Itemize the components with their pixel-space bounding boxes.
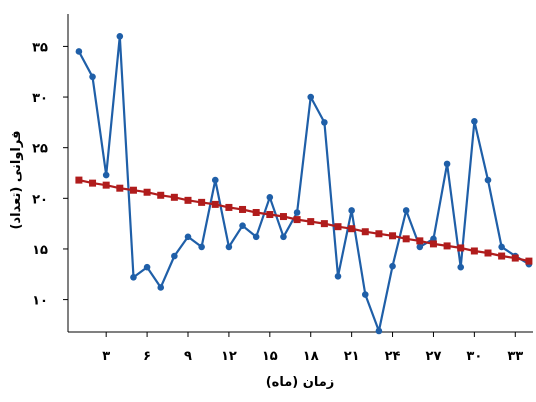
- x-axis-title: زمان (ماه): [266, 375, 335, 390]
- data-point: [511, 254, 519, 262]
- data-point: [457, 244, 465, 252]
- data-point: [470, 247, 478, 255]
- data-point: [361, 291, 369, 298]
- data-point: [389, 262, 396, 270]
- data-point: [416, 243, 424, 251]
- y-tick-label: ۱۵: [32, 243, 48, 258]
- data-point: [211, 176, 219, 184]
- x-tick-label: ۲۷: [426, 349, 442, 364]
- data-point: [348, 225, 356, 233]
- data-point: [321, 119, 328, 126]
- data-point: [293, 216, 301, 224]
- data-point: [525, 257, 533, 265]
- data-point: [429, 240, 437, 248]
- data-point: [239, 222, 246, 229]
- data-point: [498, 252, 506, 260]
- data-point: [402, 207, 410, 214]
- x-tick-label: ۲۱: [344, 349, 360, 364]
- data-point: [348, 207, 355, 214]
- x-tick-label: ۱۸: [303, 349, 319, 364]
- axes: [67, 14, 533, 333]
- data-point: [143, 188, 151, 196]
- data-point: [498, 243, 505, 251]
- y-tick-label: ۱۰: [32, 294, 48, 309]
- data-point: [266, 211, 274, 219]
- data-point: [389, 232, 397, 240]
- data-point: [361, 228, 369, 236]
- data-point: [334, 272, 342, 280]
- data-point: [334, 223, 342, 231]
- data-point: [89, 179, 97, 187]
- data-point: [102, 181, 110, 189]
- data-point: [239, 205, 247, 213]
- data-point: [157, 284, 165, 291]
- data-point: [375, 327, 383, 335]
- x-tick-label: ۳۰: [466, 349, 482, 364]
- x-tick-label: ۲۴: [385, 349, 401, 364]
- data-point: [279, 213, 287, 221]
- data-point: [402, 235, 410, 243]
- data-point: [320, 220, 328, 228]
- y-tick-label: ۲۵: [32, 142, 48, 157]
- data-point: [102, 171, 110, 179]
- tick-labels: ۱۰ ۱۵ ۲۰ ۲۵ ۳۰ ۳۵ ۳ ۶ ۹ ۱۲ ۱۵ ۱۸ ۲۱ ۲۴ ۲۷ ۳۰ ۳۳: [32, 40, 523, 364]
- series-2: [75, 176, 533, 265]
- data-point: [211, 200, 219, 208]
- x-tick-label: ۱۲: [221, 349, 237, 364]
- data-point: [307, 218, 315, 226]
- data-point: [484, 176, 492, 184]
- data-point: [443, 160, 451, 168]
- data-point: [225, 243, 233, 251]
- data-point: [75, 176, 83, 184]
- data-point: [266, 194, 274, 201]
- data-point: [293, 209, 301, 216]
- y-tick-label: ۳۰: [32, 91, 48, 106]
- data-point: [170, 193, 178, 201]
- data-point: [484, 249, 492, 257]
- data-point: [280, 233, 287, 241]
- data-point: [157, 191, 165, 199]
- data-point: [198, 243, 205, 251]
- y-tick-label: ۲۰: [32, 192, 48, 207]
- data-point: [307, 93, 315, 101]
- data-point: [129, 186, 137, 194]
- x-tick-label: ۳: [102, 349, 110, 364]
- series-line: [77, 35, 530, 333]
- data-point: [375, 230, 383, 238]
- y-tick-label: ۳۵: [32, 40, 48, 55]
- y-axis-title: فراوانی (تعداد): [9, 131, 24, 230]
- data-point: [75, 48, 83, 55]
- x-tick-label: ۶: [143, 349, 151, 364]
- x-tick-label: ۹: [184, 349, 192, 364]
- data-point: [89, 73, 96, 81]
- data-point: [252, 208, 260, 216]
- data-point: [143, 263, 151, 271]
- data-point: [252, 233, 260, 241]
- data-point: [116, 32, 124, 40]
- data-point: [225, 203, 233, 211]
- series-line: [78, 179, 530, 263]
- x-tick-label: ۱۵: [262, 349, 278, 364]
- data-point: [198, 198, 206, 206]
- data-point: [184, 196, 192, 204]
- x-tick-label: ۳۳: [507, 349, 523, 364]
- data-point: [457, 263, 465, 271]
- data-point: [184, 233, 192, 241]
- data-point: [116, 184, 124, 192]
- data-point: [171, 252, 178, 260]
- series-group: [75, 32, 533, 335]
- data-point: [443, 242, 451, 250]
- data-point: [130, 274, 137, 281]
- data-point: [416, 237, 424, 245]
- data-point: [471, 118, 478, 125]
